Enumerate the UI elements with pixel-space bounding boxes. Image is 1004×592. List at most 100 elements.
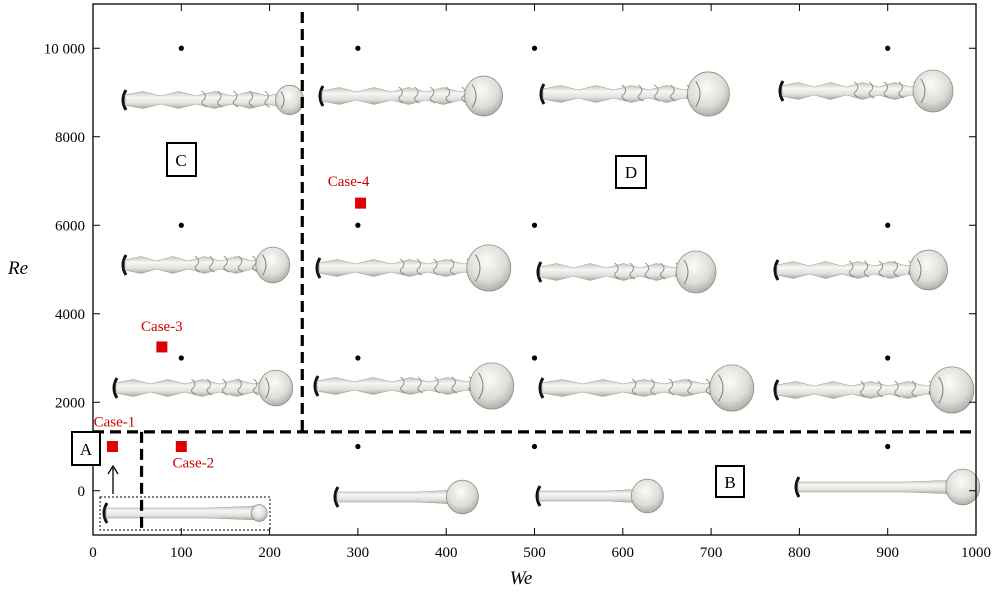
jet-ligament bbox=[414, 86, 420, 104]
nozzle bbox=[535, 485, 542, 507]
jet-ligament bbox=[670, 84, 676, 102]
jet-ligament bbox=[653, 84, 660, 102]
jet-head bbox=[909, 249, 948, 291]
jet-ligament bbox=[434, 376, 440, 394]
jet-ligament bbox=[893, 260, 900, 278]
jet-ligament bbox=[237, 378, 244, 396]
simulation-point bbox=[885, 45, 891, 51]
region-label-d: D bbox=[625, 163, 637, 182]
nozzle bbox=[539, 83, 546, 105]
y-tick-label: 6000 bbox=[55, 218, 85, 234]
jet-ligament bbox=[911, 380, 918, 398]
jet-head bbox=[709, 364, 755, 412]
jet-head-fold bbox=[478, 372, 484, 400]
jet-snapshot bbox=[773, 249, 948, 291]
jet-snapshot bbox=[536, 250, 717, 294]
jet-head bbox=[912, 69, 954, 113]
jet-ligament bbox=[237, 255, 244, 273]
nozzle bbox=[794, 476, 801, 498]
jet-snapshot bbox=[121, 246, 291, 284]
y-tick-label: 2000 bbox=[55, 395, 85, 411]
y-tick-label: 10 000 bbox=[44, 41, 85, 57]
y-tick-label: 4000 bbox=[55, 307, 85, 323]
jet-head bbox=[631, 478, 664, 514]
jet-head-fold bbox=[471, 84, 477, 108]
jet-head-fold bbox=[695, 81, 701, 107]
case-label: Case-4 bbox=[328, 174, 370, 190]
jet-snapshot bbox=[112, 369, 294, 407]
nozzle bbox=[102, 502, 109, 524]
jet-ligament bbox=[650, 378, 656, 396]
nozzle bbox=[773, 379, 780, 401]
simulation-point bbox=[355, 443, 361, 450]
jet-head-fold bbox=[265, 377, 270, 399]
jet-ligament bbox=[637, 84, 644, 102]
y-tick-label: 8000 bbox=[55, 130, 85, 146]
regime-boundaries bbox=[93, 12, 974, 533]
x-tick-label: 300 bbox=[347, 545, 370, 561]
jet-head bbox=[469, 362, 515, 410]
x-tick-label: 200 bbox=[258, 545, 281, 561]
region-label-a: A bbox=[80, 440, 93, 459]
region-label-c: C bbox=[175, 151, 186, 170]
jet-ligament bbox=[206, 378, 213, 396]
jet-head-fold bbox=[262, 254, 267, 276]
jet-ligament bbox=[433, 258, 439, 276]
nozzle bbox=[112, 377, 119, 399]
simulation-point bbox=[355, 355, 361, 361]
case-marker bbox=[156, 341, 168, 353]
nozzle bbox=[773, 259, 780, 281]
inset-region-a bbox=[99, 464, 271, 531]
jet-ligament bbox=[208, 255, 215, 273]
jet-ligament bbox=[883, 81, 890, 99]
case-label: Case-2 bbox=[172, 456, 214, 472]
jet-ligament bbox=[644, 262, 651, 280]
nozzle bbox=[121, 89, 128, 111]
jet-ligament bbox=[687, 378, 693, 396]
jet-head bbox=[258, 369, 294, 407]
jet-body bbox=[539, 263, 691, 281]
jet-head-fold bbox=[475, 254, 481, 282]
region-label-b: B bbox=[724, 473, 735, 492]
x-tick-label: 0 bbox=[89, 545, 97, 561]
jet-ligament bbox=[232, 90, 239, 108]
jet-ligament bbox=[201, 90, 207, 108]
jet-ligament bbox=[399, 258, 406, 276]
jet-ligament bbox=[614, 262, 620, 280]
jet-ligament bbox=[445, 86, 452, 104]
jet-snapshot bbox=[538, 364, 755, 412]
jet-ligament bbox=[621, 84, 628, 102]
jet-head bbox=[687, 71, 730, 117]
jet-ligament bbox=[878, 260, 885, 278]
jet-ligament bbox=[416, 258, 423, 276]
x-tick-label: 500 bbox=[523, 545, 546, 561]
nozzle bbox=[315, 257, 322, 279]
simulation-point bbox=[178, 45, 184, 51]
jet-ligament bbox=[631, 378, 638, 396]
jet-head bbox=[255, 246, 291, 284]
jet-body bbox=[538, 488, 644, 504]
jet-ligament bbox=[863, 260, 870, 278]
jet-body bbox=[336, 489, 459, 505]
simulation-point bbox=[531, 45, 538, 51]
jet-ligament bbox=[868, 81, 875, 99]
simulation-point bbox=[885, 355, 891, 361]
region-labels: A B C D bbox=[71, 142, 745, 498]
jet-head bbox=[445, 479, 479, 515]
y-tick-label: 0 bbox=[78, 484, 86, 500]
nozzle bbox=[536, 261, 543, 283]
jet-ligament bbox=[451, 376, 458, 394]
x-tick-label: 900 bbox=[876, 545, 899, 561]
jet-ligament bbox=[429, 86, 436, 104]
simulation-point bbox=[178, 222, 184, 228]
x-tick-label: 700 bbox=[700, 545, 723, 561]
nozzle bbox=[538, 377, 545, 399]
case-marker bbox=[355, 197, 367, 209]
jet-snapshot bbox=[778, 69, 954, 113]
jet-head bbox=[929, 366, 975, 414]
jet-ligament bbox=[848, 260, 855, 278]
region-box-a bbox=[71, 431, 101, 466]
jet-ligament bbox=[853, 81, 860, 99]
inset-box bbox=[99, 496, 271, 531]
